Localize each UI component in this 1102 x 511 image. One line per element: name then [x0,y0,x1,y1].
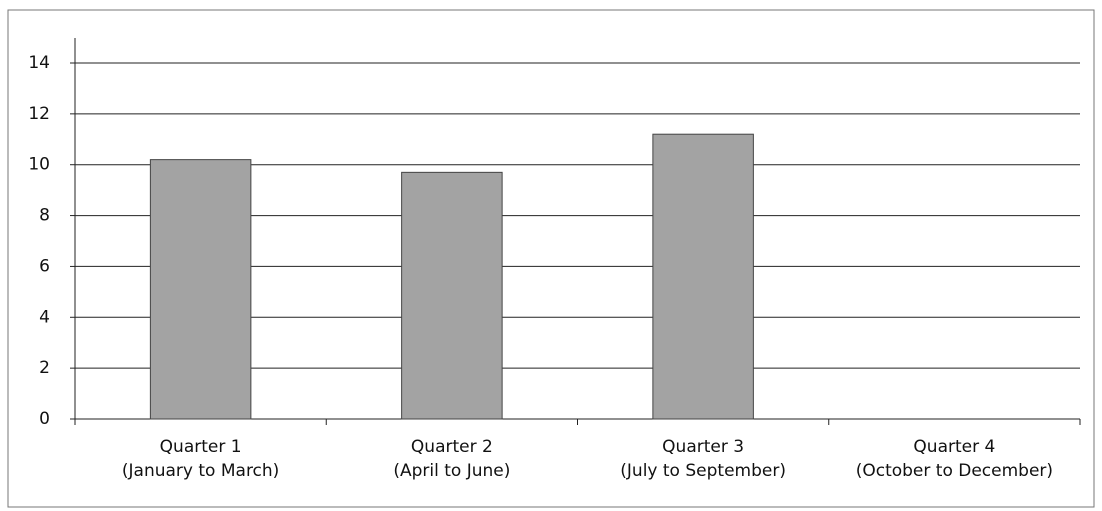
y-tick-label: 8 [39,206,50,226]
x-tick-label: Quarter 3 [662,437,744,457]
bar [401,171,503,420]
y-tick-label: 2 [39,358,50,378]
y-tick-label: 12 [28,104,50,124]
x-tick-label: Quarter 1 [160,437,242,457]
x-tick-label: (October to December) [856,461,1053,481]
y-tick-label: 10 [28,155,50,175]
x-tick-label: Quarter 2 [411,437,493,457]
bar [652,133,754,420]
y-tick-label: 14 [28,53,50,73]
y-tick-label: 6 [39,256,50,276]
y-tick-label: 0 [39,409,50,429]
x-tick-label: (April to June) [393,461,510,481]
x-tick-label: (July to September) [620,461,786,481]
y-tick-label: 4 [39,307,50,327]
bar [149,159,252,420]
x-tick-label: Quarter 4 [913,437,995,457]
x-tick-label: (January to March) [122,461,279,481]
